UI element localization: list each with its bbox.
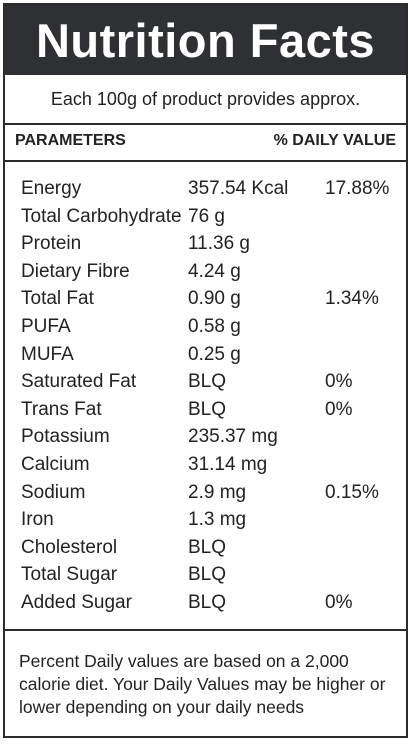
nutrient-daily-value: 0% (325, 371, 353, 393)
nutrient-row-dietary-fibre: Dietary Fibre 4.24 g (5, 258, 406, 286)
nutrient-amount: 2.9 mg (188, 481, 247, 503)
nutrient-name: Trans Fat (21, 398, 102, 420)
nutrient-row-mufa: MUFA 0.25 g (5, 341, 406, 369)
nutrient-amount: 4.24 g (188, 260, 241, 282)
table-header: PARAMETERS % DAILY VALUE (5, 123, 406, 162)
nutrient-row-saturated-fat: Saturated Fat BLQ 0% (5, 368, 406, 396)
nutrient-daily-value: 0.15% (325, 481, 379, 503)
nutrient-row-total-fat: Total Fat 0.90 g 1.34% (5, 285, 406, 313)
nutrient-row-added-sugar: Added Sugar BLQ 0% (5, 589, 406, 617)
nutrient-amount: 31.14 mg (188, 453, 268, 475)
nutrient-name: Total Fat (21, 288, 94, 310)
nutrient-row-total-carbohydrate: Total Carbohydrate 76 g (5, 203, 406, 231)
nutrient-name: Calcium (21, 453, 90, 475)
nutrient-name: Total Carbohydrate (21, 205, 182, 227)
daily-value-header: % DAILY VALUE (273, 132, 396, 149)
nutrient-name: PUFA (21, 315, 71, 337)
nutrient-row-total-sugar: Total Sugar BLQ (5, 561, 406, 589)
nutrient-row-cholesterol: Cholesterol BLQ (5, 534, 406, 562)
nutrient-amount: BLQ (188, 564, 227, 586)
nutrient-row-trans-fat: Trans Fat BLQ 0% (5, 396, 406, 424)
nutrient-amount: BLQ (188, 398, 227, 420)
nutrient-row-pufa: PUFA 0.58 g (5, 313, 406, 341)
nutrient-name: MUFA (21, 343, 74, 365)
nutrient-amount: 76 g (188, 205, 225, 227)
nutrient-name: Saturated Fat (21, 371, 137, 393)
nutrient-row-energy: Energy 357.54 Kcal 17.88% (5, 175, 406, 203)
nutrient-row-calcium: Calcium 31.14 mg (5, 451, 406, 479)
nutrition-facts-title: Nutrition Facts (5, 5, 406, 75)
nutrient-name: Iron (21, 509, 54, 531)
footer-divider (5, 629, 406, 631)
nutrient-amount: 11.36 g (188, 233, 250, 255)
nutrient-name: Protein (21, 233, 82, 255)
nutrient-amount: 1.3 mg (188, 509, 247, 531)
nutrient-amount: 0.90 g (188, 288, 241, 310)
nutrient-table: Energy 357.54 Kcal 17.88% Total Carbohyd… (5, 175, 406, 617)
nutrient-amount: 235.37 mg (188, 426, 278, 448)
nutrient-amount: BLQ (188, 371, 227, 393)
nutrient-amount: 0.25 g (188, 343, 241, 365)
nutrition-label: Nutrition Facts Each 100g of product pro… (3, 3, 408, 738)
nutrient-name: Added Sugar (21, 591, 132, 613)
nutrient-name: Potassium (21, 426, 110, 448)
nutrient-daily-value: 0% (325, 591, 353, 613)
serving-size-text: Each 100g of product provides approx. (5, 75, 406, 125)
nutrient-daily-value: 0% (325, 398, 353, 420)
nutrient-row-potassium: Potassium 235.37 mg (5, 423, 406, 451)
nutrient-amount: BLQ (188, 591, 227, 613)
daily-value-footnote: Percent Daily values are based on a 2,00… (19, 651, 386, 717)
nutrient-amount: 0.58 g (188, 315, 241, 337)
nutrient-amount: BLQ (188, 536, 227, 558)
nutrient-amount: 357.54 Kcal (188, 178, 289, 199)
nutrient-daily-value: 17.88% (325, 178, 390, 199)
nutrient-row-protein: Protein 11.36 g (5, 230, 406, 258)
nutrient-row-sodium: Sodium 2.9 mg 0.15% (5, 479, 406, 507)
nutrient-name: Total Sugar (21, 564, 118, 586)
parameters-header: PARAMETERS (15, 132, 126, 149)
nutrient-name: Cholesterol (21, 536, 118, 558)
nutrient-daily-value: 1.34% (325, 288, 379, 310)
nutrient-name: Energy (21, 178, 82, 199)
nutrient-row-iron: Iron 1.3 mg (5, 506, 406, 534)
nutrient-name: Dietary Fibre (21, 260, 130, 282)
nutrient-name: Sodium (21, 481, 86, 503)
